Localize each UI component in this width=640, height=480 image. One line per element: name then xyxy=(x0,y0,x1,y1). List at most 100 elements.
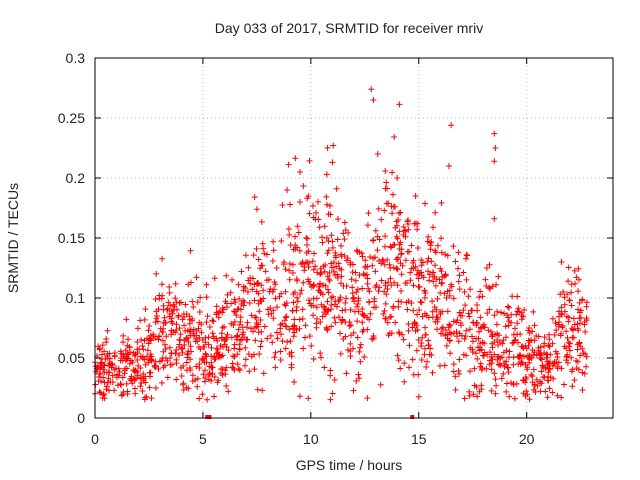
data-point xyxy=(173,299,180,306)
data-point xyxy=(103,386,110,393)
data-point xyxy=(166,289,173,296)
data-point xyxy=(247,325,254,332)
data-point xyxy=(324,144,331,151)
data-point xyxy=(467,344,474,351)
data-point xyxy=(159,354,166,361)
data-point xyxy=(131,352,138,359)
data-point xyxy=(299,315,306,322)
data-point xyxy=(550,375,557,382)
data-point xyxy=(364,280,371,287)
x-tick-label: 10 xyxy=(303,431,319,447)
data-point xyxy=(364,275,371,282)
data-point xyxy=(189,298,196,305)
data-point xyxy=(284,339,291,346)
data-point xyxy=(551,331,558,338)
data-point xyxy=(152,296,159,303)
data-point xyxy=(478,346,485,353)
data-point xyxy=(285,161,292,168)
y-tick-label: 0 xyxy=(77,410,85,426)
data-point xyxy=(354,303,361,310)
data-point xyxy=(571,377,578,384)
baseline-point xyxy=(410,415,415,419)
data-point xyxy=(166,313,173,320)
data-point xyxy=(450,368,457,375)
data-point xyxy=(405,226,412,233)
data-point xyxy=(234,306,241,313)
data-point xyxy=(123,380,130,387)
data-point xyxy=(248,353,255,360)
data-point xyxy=(517,331,524,338)
data-point xyxy=(277,348,284,355)
data-point xyxy=(370,237,377,244)
data-point xyxy=(334,216,341,223)
data-point xyxy=(441,362,448,369)
data-point xyxy=(541,334,548,341)
data-point xyxy=(488,387,495,394)
data-point xyxy=(219,324,226,331)
data-point xyxy=(321,223,328,230)
data-point xyxy=(99,342,106,349)
data-point xyxy=(428,351,435,358)
data-point xyxy=(231,366,238,373)
data-point xyxy=(353,289,360,296)
data-point xyxy=(375,205,382,212)
data-point xyxy=(410,307,417,314)
data-point xyxy=(137,383,144,390)
data-point xyxy=(340,230,347,237)
data-point xyxy=(134,369,141,376)
data-point xyxy=(372,227,379,234)
data-point xyxy=(213,345,220,352)
data-point xyxy=(426,277,433,284)
data-point xyxy=(347,353,354,360)
data-point xyxy=(444,252,451,259)
data-point xyxy=(491,370,498,377)
data-point xyxy=(161,362,168,369)
data-point xyxy=(421,351,428,358)
data-point xyxy=(205,341,212,348)
data-point xyxy=(242,284,249,291)
data-point xyxy=(372,268,379,275)
data-point xyxy=(258,328,265,335)
data-point xyxy=(529,328,536,335)
data-point xyxy=(139,388,146,395)
data-point xyxy=(308,302,315,309)
data-point xyxy=(394,175,401,181)
data-point xyxy=(514,293,521,300)
data-point xyxy=(538,368,545,375)
data-point xyxy=(401,378,408,385)
data-point xyxy=(294,294,301,301)
data-point xyxy=(442,272,449,279)
data-point xyxy=(461,395,468,402)
data-point xyxy=(178,364,185,371)
data-point xyxy=(145,340,152,347)
data-point xyxy=(429,298,436,305)
data-point xyxy=(381,261,388,268)
data-point xyxy=(162,346,169,353)
data-point xyxy=(434,242,441,249)
data-point xyxy=(196,308,203,315)
data-point xyxy=(444,335,451,342)
data-point xyxy=(146,369,153,376)
data-point xyxy=(450,361,457,368)
data-point xyxy=(350,294,357,301)
data-point xyxy=(282,302,289,309)
data-point xyxy=(391,133,398,140)
data-point xyxy=(103,339,110,346)
data-point xyxy=(309,202,316,209)
data-point xyxy=(313,209,320,216)
data-point xyxy=(231,308,238,315)
data-point xyxy=(415,393,422,400)
data-point xyxy=(399,262,406,269)
data-point xyxy=(487,285,494,292)
data-point xyxy=(158,295,165,302)
data-point xyxy=(583,353,590,360)
data-point xyxy=(299,260,306,267)
data-point xyxy=(418,299,425,306)
data-point xyxy=(205,334,212,341)
data-point xyxy=(305,193,312,200)
data-point xyxy=(295,229,302,236)
data-point xyxy=(210,318,217,325)
data-point xyxy=(327,306,334,313)
data-point xyxy=(491,215,498,222)
data-point xyxy=(337,294,344,301)
